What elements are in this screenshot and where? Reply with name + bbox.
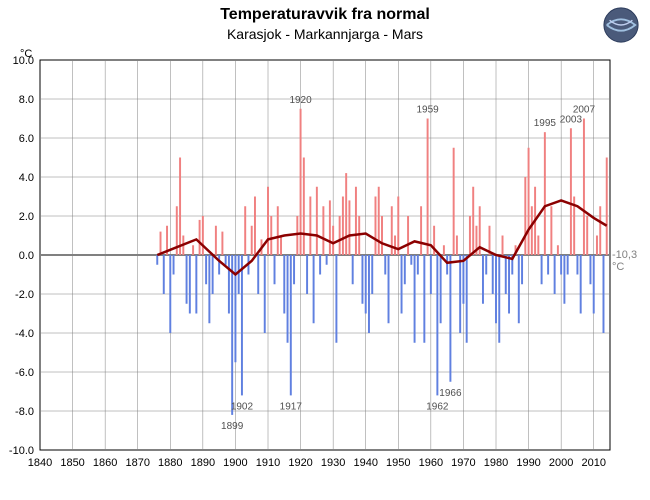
plot-area: 1840185018601870188018901900191019201930…	[40, 60, 610, 470]
svg-text:1980: 1980	[484, 457, 508, 469]
svg-text:1950: 1950	[386, 457, 410, 469]
svg-text:2.0: 2.0	[19, 211, 34, 223]
svg-text:2000: 2000	[549, 457, 573, 469]
svg-text:10.0: 10.0	[13, 55, 34, 67]
svg-text:1870: 1870	[125, 457, 149, 469]
svg-text:1920: 1920	[289, 95, 312, 106]
logo-icon	[602, 6, 640, 44]
svg-text:1840: 1840	[28, 457, 52, 469]
svg-text:1930: 1930	[321, 457, 345, 469]
svg-text:1995: 1995	[534, 118, 557, 129]
svg-text:6.0: 6.0	[19, 133, 34, 145]
svg-text:1960: 1960	[419, 457, 443, 469]
svg-text:-4.0: -4.0	[15, 328, 34, 340]
svg-text:1962: 1962	[426, 401, 449, 412]
svg-text:1917: 1917	[280, 401, 303, 412]
svg-text:1920: 1920	[288, 457, 312, 469]
svg-text:2003: 2003	[560, 114, 583, 125]
svg-text:1910: 1910	[256, 457, 280, 469]
svg-text:0.0: 0.0	[19, 250, 34, 262]
svg-text:1899: 1899	[221, 421, 244, 432]
chart-title: Temperaturavvik fra normal	[0, 6, 650, 24]
svg-text:1880: 1880	[158, 457, 182, 469]
chart-subtitle: Karasjok - Markannjarga - Mars	[0, 26, 650, 42]
svg-text:2010: 2010	[581, 457, 605, 469]
chart-container: Temperaturavvik fra normal Karasjok - Ma…	[0, 0, 650, 500]
svg-text:1860: 1860	[93, 457, 117, 469]
svg-text:4.0: 4.0	[19, 172, 34, 184]
svg-text:1990: 1990	[516, 457, 540, 469]
svg-text:-8.0: -8.0	[15, 406, 34, 418]
svg-text:-10.0: -10.0	[9, 445, 34, 457]
svg-text:2007: 2007	[573, 105, 596, 116]
svg-text:1970: 1970	[451, 457, 475, 469]
reference-label: -10,3 °C	[612, 249, 650, 273]
chart-svg: 1840185018601870188018901900191019201930…	[40, 60, 610, 470]
svg-text:8.0: 8.0	[19, 94, 34, 106]
svg-text:1959: 1959	[416, 105, 439, 116]
svg-text:1902: 1902	[231, 401, 254, 412]
svg-text:-2.0: -2.0	[15, 289, 34, 301]
svg-text:1890: 1890	[191, 457, 215, 469]
svg-text:1900: 1900	[223, 457, 247, 469]
svg-text:1966: 1966	[439, 388, 462, 399]
svg-text:1940: 1940	[353, 457, 377, 469]
svg-text:1850: 1850	[60, 457, 84, 469]
svg-text:-6.0: -6.0	[15, 367, 34, 379]
